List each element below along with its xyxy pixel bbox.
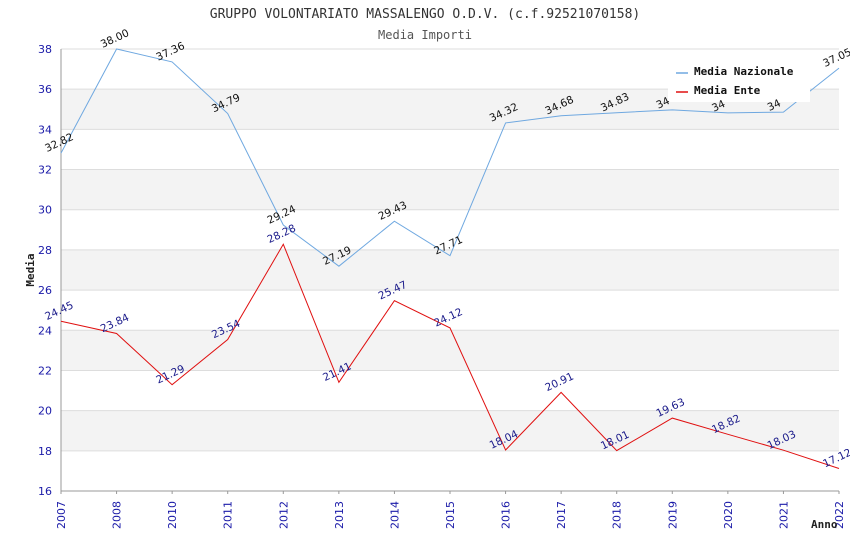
y-tick-label: 36 (38, 83, 52, 96)
grid-bands (61, 89, 839, 451)
x-tick-label: 2020 (722, 501, 735, 529)
y-tick-label: 22 (38, 364, 52, 377)
y-tick-label: 20 (38, 405, 52, 418)
legend-entry-media-ente: Media Ente (694, 84, 761, 97)
y-tick-label: 24 (38, 324, 52, 337)
x-tick-label: 2013 (333, 501, 346, 529)
y-tick-label: 28 (38, 244, 52, 257)
y-axis-label: Media (24, 253, 37, 286)
x-axis-label: Anno (811, 518, 838, 531)
data-label-media-ente: 24.45 (43, 299, 75, 323)
data-label-media-ente: 24.12 (432, 306, 464, 330)
y-tick-label: 16 (38, 485, 52, 498)
series-lines (60, 48, 840, 469)
chart-subtitle: Media Importi (378, 28, 472, 42)
grid-band (61, 330, 839, 371)
y-tick-label: 26 (38, 284, 52, 297)
x-tick-label: 2008 (111, 501, 124, 529)
series-line-media-nazionale (60, 48, 840, 267)
x-tick-label: 2014 (388, 501, 401, 529)
series-line-media-ente (60, 243, 840, 469)
grid-band (61, 169, 839, 210)
y-tick-label: 18 (38, 445, 52, 458)
data-label-media-nazionale: 34 (766, 97, 783, 114)
y-tick-label: 34 (38, 123, 52, 136)
x-tick-label: 2012 (277, 501, 290, 529)
x-tick-label: 2016 (500, 501, 513, 529)
legend-box (668, 60, 810, 102)
y-tick-label: 38 (38, 43, 52, 56)
chart-title: GRUPPO VOLONTARIATO MASSALENGO O.D.V. (c… (210, 7, 640, 22)
data-label-media-nazionale: 38.00 (99, 27, 131, 51)
x-tick-label: 2021 (777, 501, 790, 529)
data-label-media-nazionale: 37.36 (154, 40, 187, 64)
x-tick-label: 2017 (555, 501, 568, 529)
grid-band (61, 410, 839, 451)
y-tick-labels: 16 18 20 22 24 26 28 30 32 34 36 38 (38, 43, 52, 498)
y-tick-label: 30 (38, 204, 52, 217)
legend-entry-media-nazionale: Media Nazionale (694, 65, 794, 78)
x-tick-label: 2018 (611, 501, 624, 529)
x-tick-label: 2022 (833, 501, 846, 529)
x-tick-label: 2011 (222, 501, 235, 529)
x-tick-label: 2010 (166, 501, 179, 529)
x-tick-label: 2015 (444, 501, 457, 529)
x-tick-label: 2019 (666, 501, 679, 529)
data-label-media-nazionale: 34 (710, 98, 727, 115)
data-label-media-nazionale: 34 (654, 95, 671, 112)
y-tick-label: 32 (38, 164, 52, 177)
legend: Media Nazionale Media Ente (668, 60, 810, 102)
x-tick-labels: 2007 2008 2010 2011 2012 2013 2014 2015 2016 2017… (55, 491, 846, 529)
data-label-media-ente: 20.91 (543, 370, 575, 394)
x-tick-label: 2007 (55, 501, 68, 529)
grid-band (61, 249, 839, 291)
data-label-media-nazionale: 37.05 (821, 46, 850, 70)
